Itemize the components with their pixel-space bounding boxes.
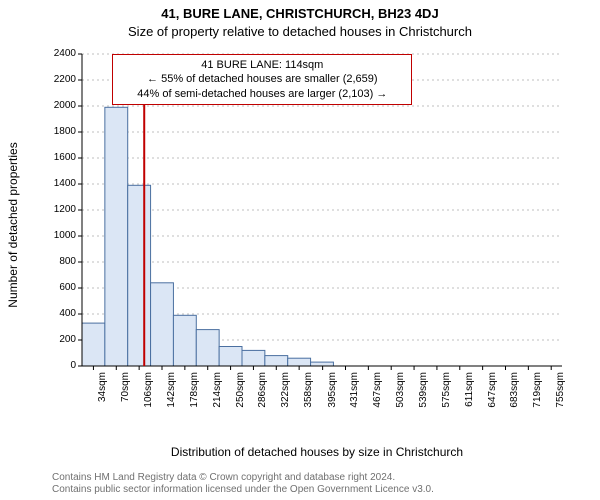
x-tick-label: 647sqm bbox=[487, 372, 498, 412]
x-tick-label: 250sqm bbox=[235, 372, 246, 412]
x-tick-label: 467sqm bbox=[372, 372, 383, 412]
y-tick-label: 2400 bbox=[44, 48, 76, 59]
footer-line1: Contains HM Land Registry data © Crown c… bbox=[52, 472, 582, 484]
chart-area: 0200400600800100012001400160018002000220… bbox=[62, 46, 572, 406]
x-tick-label: 106sqm bbox=[143, 372, 154, 412]
x-tick-label: 34sqm bbox=[97, 372, 108, 412]
x-tick-label: 286sqm bbox=[257, 372, 268, 412]
page-title: 41, BURE LANE, CHRISTCHURCH, BH23 4DJ bbox=[0, 6, 600, 21]
x-tick-label: 358sqm bbox=[303, 372, 314, 412]
y-tick-label: 1400 bbox=[44, 178, 76, 189]
y-tick-label: 1200 bbox=[44, 204, 76, 215]
y-tick-label: 1800 bbox=[44, 126, 76, 137]
y-tick-label: 1000 bbox=[44, 230, 76, 241]
x-tick-label: 755sqm bbox=[555, 372, 566, 412]
page: 41, BURE LANE, CHRISTCHURCH, BH23 4DJ Si… bbox=[0, 0, 600, 500]
y-tick-label: 0 bbox=[44, 360, 76, 371]
y-tick-label: 1600 bbox=[44, 152, 76, 163]
x-tick-label: 503sqm bbox=[395, 372, 406, 412]
x-tick-label: 611sqm bbox=[464, 372, 475, 412]
x-tick-label: 539sqm bbox=[418, 372, 429, 412]
annotation-line2: ← 55% of detached houses are smaller (2,… bbox=[119, 72, 405, 86]
y-tick-label: 400 bbox=[44, 308, 76, 319]
y-tick-label: 2000 bbox=[44, 100, 76, 111]
x-tick-label: 575sqm bbox=[441, 372, 452, 412]
y-tick-label: 800 bbox=[44, 256, 76, 267]
page-subtitle: Size of property relative to detached ho… bbox=[0, 24, 600, 39]
footer: Contains HM Land Registry data © Crown c… bbox=[52, 472, 582, 496]
y-tick-label: 600 bbox=[44, 282, 76, 293]
x-tick-label: 322sqm bbox=[280, 372, 291, 412]
annotation-box: 41 BURE LANE: 114sqm ← 55% of detached h… bbox=[112, 54, 412, 105]
x-tick-label: 683sqm bbox=[509, 372, 520, 412]
x-tick-label: 142sqm bbox=[166, 372, 177, 412]
x-tick-label: 178sqm bbox=[189, 372, 200, 412]
x-tick-label: 395sqm bbox=[327, 372, 338, 412]
annotation-line3: 44% of semi-detached houses are larger (… bbox=[119, 87, 405, 101]
annotation-line1: 41 BURE LANE: 114sqm bbox=[119, 58, 405, 72]
y-axis-label: Number of detached properties bbox=[6, 45, 20, 405]
x-tick-label: 214sqm bbox=[212, 372, 223, 412]
x-tick-label: 431sqm bbox=[349, 372, 360, 412]
x-tick-label: 70sqm bbox=[120, 372, 131, 412]
footer-line2: Contains public sector information licen… bbox=[52, 484, 582, 496]
y-tick-label: 200 bbox=[44, 334, 76, 345]
x-tick-label: 719sqm bbox=[532, 372, 543, 412]
y-tick-label: 2200 bbox=[44, 74, 76, 85]
x-axis-label: Distribution of detached houses by size … bbox=[62, 445, 572, 459]
